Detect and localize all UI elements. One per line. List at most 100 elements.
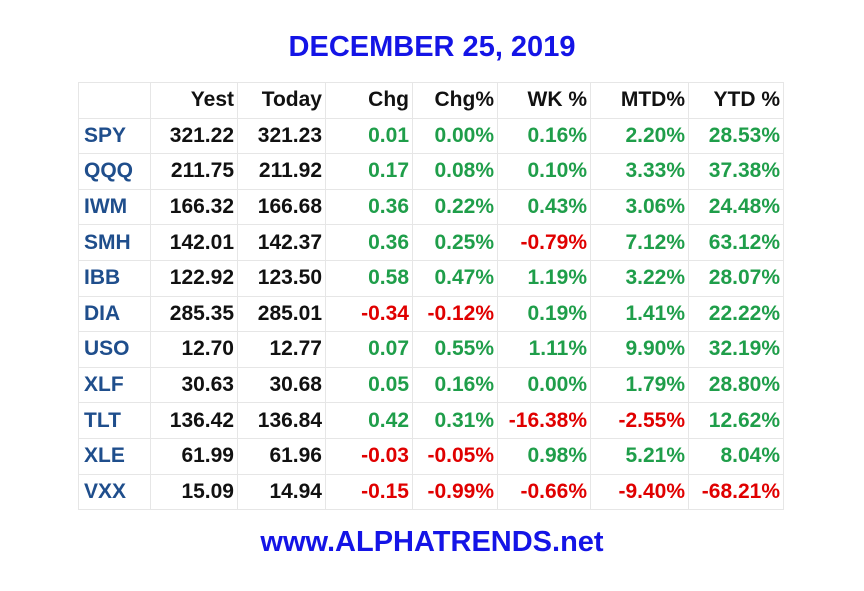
cell: 123.50 [237, 259, 326, 297]
data-row: USO 12.70 12.77 0.07 0.55% 1.11% 9.90% 32.19% [78, 331, 784, 368]
data-row: IBB 122.92 123.50 0.58 0.47% 1.19% 3.22% 28.07% [78, 259, 784, 297]
cell: 22.22% [688, 295, 784, 333]
cell: 0.31% [412, 402, 498, 439]
data-row: TLT 136.42 136.84 0.42 0.31% -16.38% -2.55% 12.… [78, 402, 784, 439]
cell: -0.05% [412, 437, 498, 475]
cell: -0.34 [325, 295, 413, 333]
cell: 12.77 [237, 331, 326, 368]
cell: 1.79% [590, 366, 689, 404]
cell: 1.19% [497, 259, 591, 297]
cell: -2.55% [590, 402, 689, 439]
footer-link: www.ALPHATRENDS.net [260, 526, 604, 558]
cell: 0.17 [325, 153, 413, 190]
cell: 9.90% [590, 331, 689, 368]
cell: 0.36 [325, 188, 413, 226]
cell: 24.48% [688, 188, 784, 226]
title: DECEMBER 25, 2019 [288, 31, 576, 63]
cell: 142.01 [150, 224, 238, 261]
cell: -68.21% [688, 473, 784, 511]
cell: -0.99% [412, 473, 498, 511]
cell: -0.15 [325, 473, 413, 511]
ticker: VXX [78, 473, 151, 511]
data-row: VXX 15.09 14.94 -0.15 -0.99% -0.66% -9.40% -68.… [78, 473, 784, 511]
column-header: WK % [497, 82, 591, 119]
cell: -0.79% [497, 224, 591, 261]
data-row: XLE 61.99 61.96 -0.03 -0.05% 0.98% 5.21% 8.04% [78, 437, 784, 475]
ticker: SPY [78, 117, 151, 155]
cell: 14.94 [237, 473, 326, 511]
column-header: Chg [325, 82, 413, 119]
cell: 321.22 [150, 117, 238, 155]
cell: 321.23 [237, 117, 326, 155]
cell: 0.25% [412, 224, 498, 261]
cell: 166.32 [150, 188, 238, 226]
cell: 7.12% [590, 224, 689, 261]
cell: 166.68 [237, 188, 326, 226]
data-row: SMH 142.01 142.37 0.36 0.25% -0.79% 7.12% 63.12… [78, 224, 784, 261]
cell: 0.07 [325, 331, 413, 368]
cell: 0.01 [325, 117, 413, 155]
cell: 3.33% [590, 153, 689, 190]
data-row: DIA 285.35 285.01 -0.34 -0.12% 0.19% 1.41% 22.2… [78, 295, 784, 333]
data-row: SPY 321.22 321.23 0.01 0.00% 0.16% 2.20% 28.53% [78, 117, 784, 155]
cell: 0.08% [412, 153, 498, 190]
cell: 2.20% [590, 117, 689, 155]
cell: 136.42 [150, 402, 238, 439]
column-header: Yest [150, 82, 238, 119]
cell: 0.98% [497, 437, 591, 475]
cell: 0.16% [412, 366, 498, 404]
cell: -9.40% [590, 473, 689, 511]
ticker: XLF [78, 366, 151, 404]
cell: 1.41% [590, 295, 689, 333]
column-header: Today [237, 82, 326, 119]
cell: 0.42 [325, 402, 413, 439]
cell: 285.01 [237, 295, 326, 333]
cell: 0.58 [325, 259, 413, 297]
cell: 5.21% [590, 437, 689, 475]
cell: 63.12% [688, 224, 784, 261]
cell: -0.03 [325, 437, 413, 475]
cell: 3.06% [590, 188, 689, 226]
cell: 122.92 [150, 259, 238, 297]
cell: 30.68 [237, 366, 326, 404]
cell: 0.55% [412, 331, 498, 368]
cell: -0.12% [412, 295, 498, 333]
cell: 12.62% [688, 402, 784, 439]
ticker: QQQ [78, 153, 151, 190]
cell: 0.00% [412, 117, 498, 155]
cell: 37.38% [688, 153, 784, 190]
cell: 0.19% [497, 295, 591, 333]
cell: 0.10% [497, 153, 591, 190]
column-header [78, 82, 151, 119]
column-header: Chg% [412, 82, 498, 119]
cell: 0.47% [412, 259, 498, 297]
cell: 211.92 [237, 153, 326, 190]
cell: -0.66% [497, 473, 591, 511]
data-row: QQQ 211.75 211.92 0.17 0.08% 0.10% 3.33% 37.38% [78, 153, 784, 190]
cell: 0.00% [497, 366, 591, 404]
cell: 15.09 [150, 473, 238, 511]
cell: 8.04% [688, 437, 784, 475]
cell: -16.38% [497, 402, 591, 439]
header-row: Yest Today Chg Chg% WK % MTD% YTD % [78, 82, 784, 119]
cell: 0.43% [497, 188, 591, 226]
cell: 142.37 [237, 224, 326, 261]
cell: 30.63 [150, 366, 238, 404]
cell: 211.75 [150, 153, 238, 190]
cell: 0.05 [325, 366, 413, 404]
cell: 28.80% [688, 366, 784, 404]
data-row: XLF 30.63 30.68 0.05 0.16% 0.00% 1.79% 28.80% [78, 366, 784, 404]
cell: 12.70 [150, 331, 238, 368]
cell: 0.16% [497, 117, 591, 155]
cell: 61.96 [237, 437, 326, 475]
ticker: TLT [78, 402, 151, 439]
ticker: IBB [78, 259, 151, 297]
ticker: IWM [78, 188, 151, 226]
cell: 0.36 [325, 224, 413, 261]
column-header: MTD% [590, 82, 689, 119]
ticker: SMH [78, 224, 151, 261]
column-header: YTD % [688, 82, 784, 119]
quote-table: Yest Today Chg Chg% WK % MTD% YTD % SPY 321.22 32… [78, 82, 784, 511]
cell: 1.11% [497, 331, 591, 368]
